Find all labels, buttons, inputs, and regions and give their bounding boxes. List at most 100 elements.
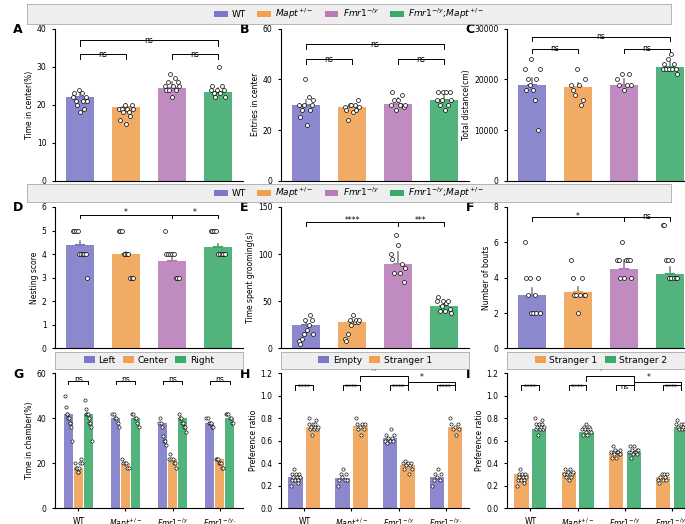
Text: H: H <box>240 368 250 380</box>
Text: ****: **** <box>345 384 358 389</box>
Text: C: C <box>465 23 475 36</box>
Y-axis label: Time in center(%): Time in center(%) <box>25 71 34 139</box>
Bar <box>158 423 167 508</box>
Text: ns: ns <box>190 50 199 59</box>
Bar <box>203 247 232 348</box>
Bar <box>131 418 140 508</box>
Y-axis label: Time in chamber(%): Time in chamber(%) <box>25 402 34 479</box>
Text: F: F <box>465 201 474 214</box>
Text: ***: *** <box>415 216 427 225</box>
Legend: Empty, Stranger 1: Empty, Stranger 1 <box>314 352 436 368</box>
Bar <box>336 478 349 508</box>
Text: *: * <box>646 373 650 382</box>
Text: ns: ns <box>74 375 83 384</box>
Text: ns: ns <box>215 375 224 384</box>
Y-axis label: Preference ratio: Preference ratio <box>475 410 484 472</box>
Text: *: * <box>576 212 580 221</box>
Text: ns: ns <box>621 384 629 389</box>
Bar <box>429 306 458 348</box>
Bar <box>384 264 412 348</box>
Y-axis label: Preference ratio: Preference ratio <box>249 410 258 472</box>
Text: *: * <box>599 367 603 376</box>
Y-axis label: Number of bouts: Number of bouts <box>482 246 491 310</box>
Text: ns: ns <box>371 40 379 49</box>
Text: ns: ns <box>121 375 130 384</box>
Text: G: G <box>13 368 23 380</box>
Bar <box>514 475 529 508</box>
Y-axis label: Entries in center: Entries in center <box>251 73 260 136</box>
Text: **: ** <box>371 367 379 376</box>
Bar <box>158 261 186 348</box>
Text: ****: **** <box>524 384 537 389</box>
Text: ns: ns <box>416 55 425 64</box>
Text: *: * <box>420 373 424 382</box>
Bar <box>338 107 366 181</box>
Bar <box>112 254 140 348</box>
Bar <box>338 322 366 348</box>
Bar <box>518 84 547 181</box>
Text: D: D <box>13 201 23 214</box>
Bar <box>353 426 368 508</box>
Bar <box>203 92 232 181</box>
Text: ns: ns <box>643 43 651 53</box>
Bar <box>177 418 187 508</box>
Bar <box>66 97 95 181</box>
Text: ****: **** <box>345 216 360 225</box>
Text: *: * <box>124 209 128 217</box>
Text: *: * <box>193 209 197 217</box>
Text: E: E <box>240 201 248 214</box>
Y-axis label: Nesting score: Nesting score <box>30 252 39 304</box>
Legend: Stranger 1, Stranger 2: Stranger 1, Stranger 2 <box>532 352 671 368</box>
Bar <box>112 107 140 181</box>
Legend: WT, $Mapt^{+/-}$, $Fmr1^{-/y}$, $Fmr1^{-/y}$;$Mapt^{+/-}$: WT, $Mapt^{+/-}$, $Fmr1^{-/y}$, $Fmr1^{-… <box>210 182 488 204</box>
Text: B: B <box>240 23 249 36</box>
Text: ns: ns <box>597 32 606 41</box>
Bar <box>610 269 638 348</box>
Bar <box>225 418 234 508</box>
Bar <box>656 67 684 181</box>
Bar <box>580 432 593 508</box>
Legend: Left, Center, Right: Left, Center, Right <box>81 352 217 368</box>
Text: ****: **** <box>439 384 452 389</box>
Bar <box>627 452 640 508</box>
Bar <box>429 100 458 181</box>
Bar <box>111 418 121 508</box>
Text: ****: **** <box>571 384 584 389</box>
Text: ns: ns <box>168 375 177 384</box>
Bar <box>656 477 670 508</box>
Text: ns: ns <box>145 36 153 46</box>
Bar <box>74 468 83 508</box>
Bar <box>532 430 547 508</box>
Legend: WT, $Mapt^{+/-}$, $Fmr1^{-/y}$, $Fmr1^{-/y}$;$Mapt^{+/-}$: WT, $Mapt^{+/-}$, $Fmr1^{-/y}$, $Fmr1^{-… <box>210 3 488 25</box>
Text: ns: ns <box>325 55 334 64</box>
Text: ns: ns <box>551 43 560 53</box>
Bar <box>382 439 397 508</box>
Text: ns: ns <box>643 212 651 221</box>
Y-axis label: Time spent grooming(s): Time spent grooming(s) <box>246 232 256 323</box>
Bar <box>292 105 321 181</box>
Bar <box>610 84 638 181</box>
Bar <box>447 427 462 508</box>
Bar <box>564 292 593 348</box>
Bar <box>429 477 444 508</box>
Bar <box>401 465 414 508</box>
Bar <box>306 427 321 508</box>
Bar <box>64 413 73 508</box>
Text: ****: **** <box>298 384 311 389</box>
Bar <box>66 245 95 348</box>
Bar <box>673 427 685 508</box>
Bar <box>215 458 225 508</box>
Bar <box>562 472 575 508</box>
Bar <box>84 413 93 508</box>
Bar <box>158 88 186 181</box>
Bar <box>384 104 412 181</box>
Bar <box>205 423 214 508</box>
Bar <box>292 325 321 348</box>
Y-axis label: Total distance(cm): Total distance(cm) <box>462 70 471 140</box>
Bar <box>564 87 593 181</box>
Bar <box>168 458 177 508</box>
Text: ns: ns <box>99 50 108 59</box>
Text: I: I <box>465 368 470 380</box>
Bar <box>518 296 547 348</box>
Text: ****: **** <box>665 384 678 389</box>
